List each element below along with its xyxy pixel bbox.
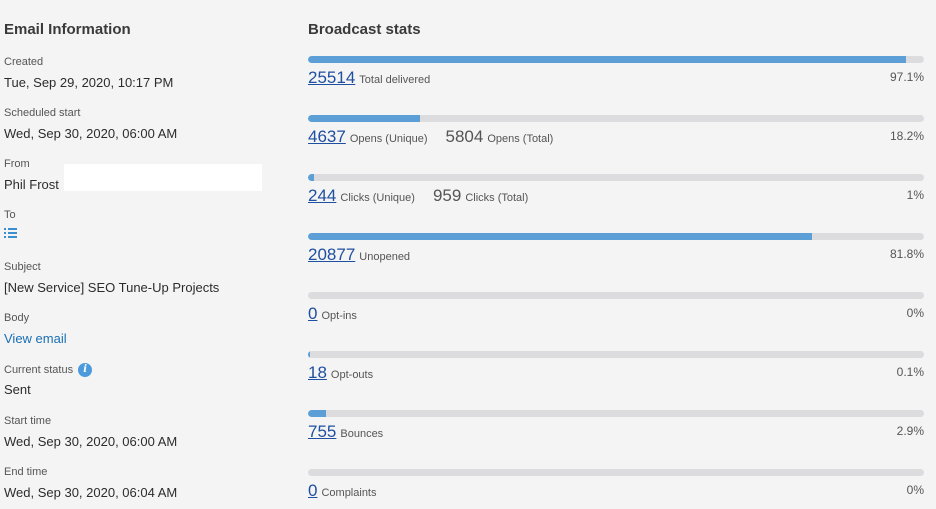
progress-bar-track	[308, 292, 924, 299]
end-time-value: Wed, Sep 30, 2020, 06:04 AM	[4, 485, 178, 500]
progress-bar-track	[308, 56, 924, 63]
list-icon[interactable]	[4, 228, 18, 240]
to-field: To	[4, 209, 284, 244]
progress-bar-track	[308, 469, 924, 476]
progress-bar-fill	[308, 410, 326, 417]
scheduled-start-value: Wed, Sep 30, 2020, 06:00 AM	[4, 126, 178, 141]
stat-label: Clicks (Unique)	[340, 192, 415, 204]
stat-percent: 0.1%	[896, 365, 924, 379]
progress-bar-track	[308, 410, 924, 417]
subject-label: Subject	[4, 261, 41, 273]
current-status-field: Current status i Sent	[4, 363, 284, 398]
progress-bar-track	[308, 233, 924, 240]
stat-label: Unopened	[359, 251, 411, 263]
from-label: From	[4, 158, 30, 170]
stat-percent: 0%	[906, 306, 924, 320]
progress-bar-fill	[308, 233, 812, 240]
to-label: To	[4, 209, 16, 221]
created-value: Tue, Sep 29, 2020, 10:17 PM	[4, 75, 174, 90]
stat-clicks-unique: 244 Clicks (Unique) 959 Clicks (Total) 1%	[308, 174, 924, 214]
stat-label: Opens (Unique)	[349, 133, 428, 145]
stat-label: Complaints	[321, 487, 377, 499]
stat-label: Bounces	[340, 428, 384, 440]
progress-bar-track	[308, 115, 924, 122]
progress-bar-fill	[308, 351, 310, 358]
stat-total-delivered: 25514 Total delivered 97.1%	[308, 56, 924, 96]
stat-count-link[interactable]: 4637	[308, 127, 346, 146]
stat-percent: 0%	[906, 483, 924, 497]
end-time-field: End time Wed, Sep 30, 2020, 06:04 AM	[4, 466, 284, 501]
created-label: Created	[4, 56, 44, 68]
stat-label: Total delivered	[359, 74, 431, 86]
stat-secondary-label: Opens (Total)	[487, 133, 554, 145]
view-email-link[interactable]: View email	[4, 331, 67, 346]
stat-count-link[interactable]: 0	[308, 304, 318, 323]
info-icon[interactable]: i	[78, 363, 93, 377]
stat-count-link[interactable]: 0	[308, 481, 318, 500]
stat-percent: 2.9%	[896, 424, 924, 438]
stat-count-link[interactable]: 244	[308, 186, 337, 205]
end-time-label: End time	[4, 466, 48, 478]
broadcast-stats-title: Broadcast stats	[308, 21, 421, 38]
stat-percent: 18.2%	[889, 129, 924, 143]
progress-bar-fill	[308, 56, 907, 63]
progress-bar-fill	[308, 115, 421, 122]
stat-count-link[interactable]: 755	[308, 422, 337, 441]
body-field: Body View email	[4, 312, 284, 347]
scheduled-start-field: Scheduled start Wed, Sep 30, 2020, 06:00…	[4, 107, 284, 142]
stat-secondary-label: Clicks (Total)	[465, 192, 529, 204]
stat-opens-unique: 4637 Opens (Unique) 5804 Opens (Total) 18.2%	[308, 115, 924, 155]
email-information-title: Email Information	[4, 21, 131, 38]
stat-bounces: 755 Bounces 2.9%	[308, 410, 924, 450]
progress-bar-track	[308, 351, 924, 358]
redacted-email-box	[64, 164, 262, 191]
scheduled-start-label: Scheduled start	[4, 107, 81, 119]
stat-count-link[interactable]: 25514	[308, 68, 356, 87]
current-status-value: Sent	[4, 382, 31, 397]
stat-percent: 97.1%	[889, 70, 924, 84]
progress-bar-track	[308, 174, 924, 181]
created-field: Created Tue, Sep 29, 2020, 10:17 PM	[4, 56, 284, 91]
start-time-value: Wed, Sep 30, 2020, 06:00 AM	[4, 434, 178, 449]
current-status-label: Current status	[4, 363, 74, 376]
body-label: Body	[4, 312, 30, 324]
stat-count-link[interactable]: 18	[308, 363, 327, 382]
start-time-field: Start time Wed, Sep 30, 2020, 06:00 AM	[4, 415, 284, 450]
stat-secondary-count: 959	[432, 186, 462, 205]
stat-count-link[interactable]: 20877	[308, 245, 356, 264]
subject-value: [New Service] SEO Tune-Up Projects	[4, 280, 220, 295]
stat-complaints: 0 Complaints 0%	[308, 469, 924, 509]
stat-unopened: 20877 Unopened 81.8%	[308, 233, 924, 273]
stat-percent: 1%	[906, 188, 924, 202]
stat-opt-outs: 18 Opt-outs 0.1%	[308, 351, 924, 391]
progress-bar-fill	[308, 174, 314, 181]
start-time-label: Start time	[4, 415, 52, 427]
stat-secondary-count: 5804	[445, 127, 484, 146]
stat-opt-ins: 0 Opt-ins 0%	[308, 292, 924, 332]
stat-percent: 81.8%	[889, 247, 924, 261]
stat-label: Opt-ins	[321, 310, 357, 322]
from-field: From Phil Frost	[4, 158, 284, 193]
from-value: Phil Frost	[4, 177, 59, 192]
stat-label: Opt-outs	[330, 369, 374, 381]
subject-field: Subject [New Service] SEO Tune-Up Projec…	[4, 261, 284, 296]
